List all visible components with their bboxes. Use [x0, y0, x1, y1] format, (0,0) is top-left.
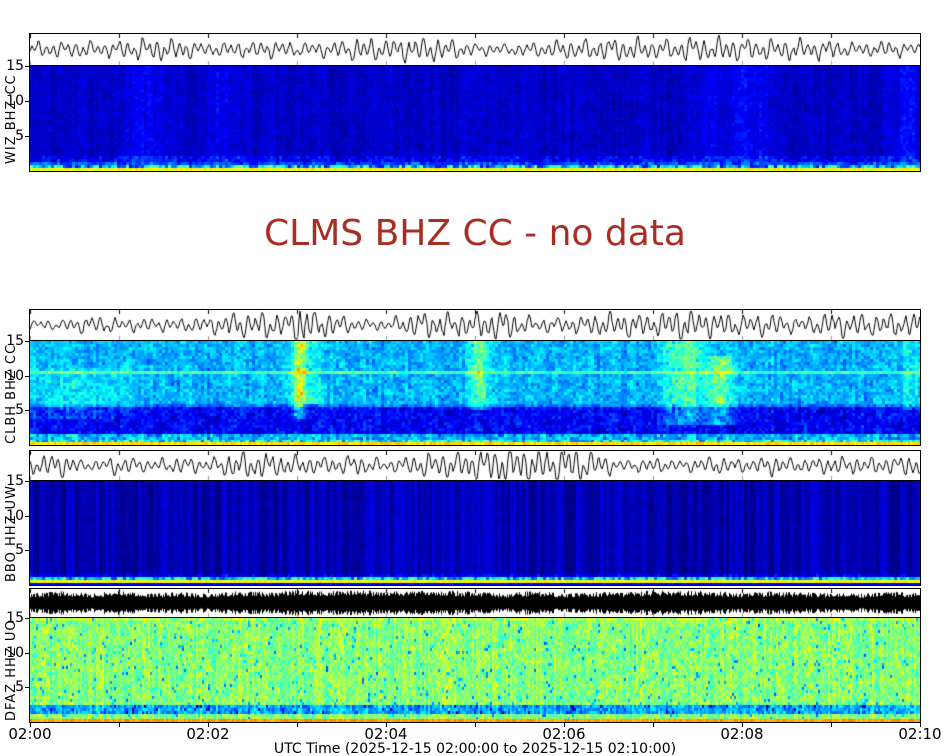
y-tick-label: 15	[6, 333, 24, 349]
waveform-canvas-clbh	[30, 310, 920, 340]
waveform-canvas-bbo	[30, 451, 920, 480]
y-tick-label: 10	[6, 508, 24, 524]
spectrogram-canvas-bbo	[30, 481, 920, 585]
y-tick-label: 5	[15, 542, 24, 558]
y-tick-label: 15	[6, 610, 24, 626]
x-tick-mark	[564, 723, 565, 727]
x-tick-mark	[297, 723, 298, 727]
y-tick-mark	[25, 376, 30, 377]
y-tick-mark	[25, 653, 30, 654]
y-tick-mark	[25, 341, 30, 342]
x-tick-mark	[208, 723, 209, 727]
y-tick-mark	[25, 687, 30, 688]
y-tick-mark	[25, 550, 30, 551]
station-label-bbo: BBO HHZ UW	[4, 485, 19, 582]
no-data-title: CLMS BHZ CC - no data	[264, 213, 686, 254]
x-tick-mark	[386, 723, 387, 727]
x-tick-mark	[653, 723, 654, 727]
y-tick-label: 5	[15, 128, 24, 144]
spectrogram-canvas-wiz	[30, 66, 920, 171]
x-tick-mark	[30, 723, 31, 727]
x-tick-label: 02:04	[364, 725, 408, 743]
waveform-canvas-dfaz	[30, 589, 920, 617]
x-tick-mark	[119, 723, 120, 727]
x-tick-label: 02:02	[186, 725, 230, 743]
y-tick-label: 10	[6, 368, 24, 384]
spectrogram-box-wiz	[29, 66, 921, 172]
x-tick-label: 02:08	[720, 725, 764, 743]
y-tick-label: 5	[15, 402, 24, 418]
x-tick-mark	[920, 723, 921, 727]
waveform-box-wiz	[29, 33, 921, 66]
spectrogram-box-dfaz	[29, 618, 921, 723]
station-label-dfaz: DFAZ HHZ UO	[4, 619, 19, 722]
x-tick-label: 02:10	[898, 725, 942, 743]
x-tick-label: 02:00	[8, 725, 52, 743]
spectrogram-box-clbh	[29, 341, 921, 446]
y-tick-label: 5	[15, 679, 24, 695]
y-tick-mark	[25, 101, 30, 102]
x-axis-title: UTC Time (2025-12-15 02:00:00 to 2025-12…	[273, 741, 677, 756]
waveform-canvas-wiz	[30, 34, 920, 65]
x-tick-mark	[742, 723, 743, 727]
x-tick-label: 02:06	[542, 725, 586, 743]
y-tick-label: 10	[6, 645, 24, 661]
spectrogram-box-bbo	[29, 481, 921, 586]
y-tick-mark	[25, 516, 30, 517]
y-tick-mark	[25, 410, 30, 411]
station-label-wiz: WIZ BHZ CC	[4, 74, 19, 164]
y-tick-mark	[25, 618, 30, 619]
spectrogram-canvas-dfaz	[30, 618, 920, 722]
y-tick-mark	[25, 136, 30, 137]
spectrogram-canvas-clbh	[30, 341, 920, 445]
x-tick-mark	[831, 723, 832, 727]
y-tick-label: 15	[6, 473, 24, 489]
y-tick-mark	[25, 66, 30, 67]
station-label-clbh: CLBH BHZ CC	[4, 343, 19, 444]
y-tick-mark	[25, 481, 30, 482]
waveform-box-bbo	[29, 450, 921, 481]
x-tick-mark	[475, 723, 476, 727]
waveform-box-dfaz	[29, 588, 921, 618]
y-tick-label: 10	[6, 93, 24, 109]
y-tick-label: 15	[6, 58, 24, 74]
waveform-box-clbh	[29, 309, 921, 341]
